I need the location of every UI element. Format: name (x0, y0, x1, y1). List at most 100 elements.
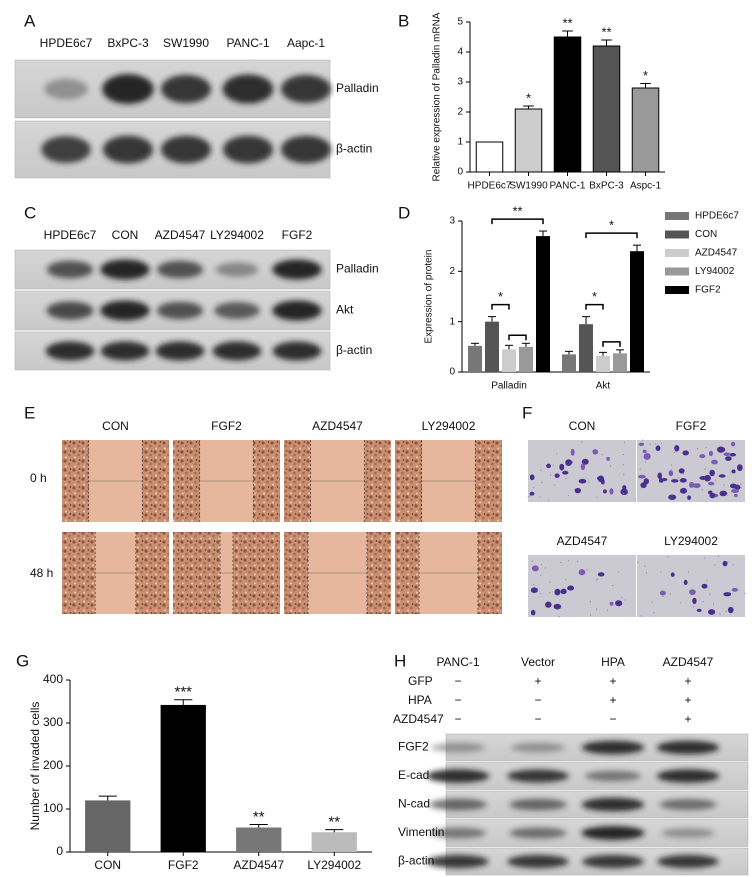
blot-band (431, 742, 485, 753)
lane-label: HPDE6c7 (40, 36, 93, 50)
bracket (585, 303, 604, 310)
pore (641, 445, 643, 447)
pore (744, 592, 746, 594)
blot-band (659, 798, 717, 811)
pore (576, 560, 579, 562)
stained-cell (701, 583, 708, 589)
stained-cell (609, 488, 614, 495)
pore (639, 468, 641, 470)
stained-cell (679, 478, 687, 483)
bar (160, 704, 206, 852)
stained-cell (530, 587, 538, 593)
pore (618, 571, 620, 573)
cell-layer (475, 440, 502, 522)
stained-cell (708, 450, 714, 457)
stained-cell (718, 474, 726, 478)
blot-band (656, 740, 720, 755)
y-tick-label: 3 (457, 77, 463, 88)
stained-cell (687, 495, 692, 500)
pore (740, 483, 742, 485)
x-tick-label: Akt (596, 381, 611, 392)
pore (541, 482, 543, 484)
significance: ** (512, 204, 522, 219)
blot-band (272, 259, 322, 280)
y-axis-label: Expression of protein (424, 250, 435, 344)
image-label: AZD4547 (557, 534, 608, 548)
bracket (491, 303, 510, 310)
pore (714, 564, 716, 566)
pore (704, 557, 706, 559)
pore (734, 488, 736, 490)
x-tick-label: Aspc-1 (630, 181, 662, 192)
pore (622, 453, 624, 456)
stained-cell (530, 609, 536, 616)
bar (631, 87, 660, 173)
blot-band (280, 74, 332, 104)
pore (640, 615, 642, 617)
panel-label: B (398, 11, 409, 30)
legend-swatch (665, 230, 689, 239)
stained-cell (562, 470, 569, 475)
bar (536, 236, 550, 372)
stained-cell (722, 560, 728, 567)
treatment-sign: − (454, 674, 461, 688)
pore (552, 464, 554, 466)
stained-cell (597, 572, 605, 577)
blot-band (507, 854, 569, 869)
stained-cell (529, 491, 535, 496)
pore (527, 496, 529, 498)
y-tick-label: 1 (449, 316, 455, 327)
pore (669, 593, 671, 595)
treatment-label: AZD4547 (393, 712, 444, 726)
blot-row-label: Vimentin (398, 825, 444, 839)
y-tick-label: 1 (457, 137, 463, 148)
bar (613, 353, 627, 372)
stained-cell (723, 452, 731, 457)
legend-label: LY94002 (695, 266, 735, 277)
blot-band (429, 798, 487, 811)
lane-label: HPDE6c7 (44, 228, 97, 242)
treatment-sign: + (684, 693, 691, 707)
stained-cell (679, 487, 688, 494)
cell-layer (364, 440, 391, 522)
stained-cell (531, 565, 539, 572)
cell-layer (366, 532, 391, 614)
stained-cell (592, 449, 599, 455)
lane-label: LY294002 (210, 228, 264, 242)
bar (630, 251, 644, 372)
y-axis-label: Relative expression of Palladin mRNA (432, 12, 443, 181)
stained-cell (731, 488, 739, 494)
bar (502, 349, 516, 372)
stained-cell (725, 456, 732, 461)
treatment-sign: − (454, 712, 461, 726)
pore (547, 499, 549, 501)
stained-cell (670, 572, 675, 577)
blot-band (160, 135, 212, 164)
bar (596, 355, 610, 372)
stained-cell (707, 609, 716, 615)
cell-layer (173, 532, 221, 614)
stained-cell (638, 474, 646, 479)
cell-layer (395, 532, 420, 614)
pore (660, 442, 663, 445)
stained-cell (560, 588, 567, 595)
stained-cell (692, 597, 697, 605)
pore (560, 561, 562, 564)
blot-band (509, 798, 567, 811)
pore (642, 439, 644, 441)
pore (565, 477, 567, 480)
pore (533, 583, 535, 586)
cell-layer (62, 440, 89, 522)
y-tick-label: 0 (457, 167, 463, 178)
pore (610, 465, 612, 467)
cell-layer (232, 532, 280, 614)
pore (740, 487, 742, 489)
pore (590, 614, 592, 616)
x-tick-label: Palladin (491, 381, 527, 392)
stained-cell (727, 606, 734, 614)
blot-band (430, 827, 486, 839)
stained-cell (708, 481, 715, 486)
pore (540, 575, 542, 577)
pore (595, 579, 598, 581)
stained-cell (729, 453, 737, 457)
